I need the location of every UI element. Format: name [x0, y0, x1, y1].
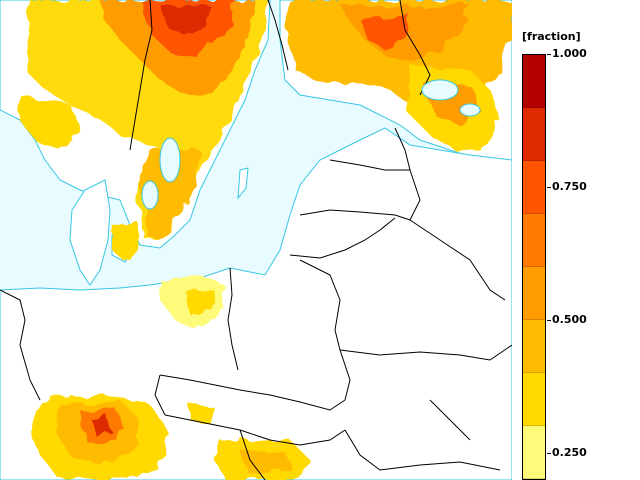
tick-label-1000: 1.000	[552, 47, 587, 60]
country-borders	[0, 0, 512, 480]
colorbar-segment	[523, 426, 545, 479]
border-germany-czech	[154, 374, 166, 416]
colorbar	[522, 54, 546, 480]
colorbar-segment	[523, 214, 545, 267]
border-czech-austria	[164, 414, 241, 431]
colorbar-segment	[523, 108, 545, 161]
legend-title: [fraction]	[522, 30, 581, 43]
border-slovakia-hungary	[239, 429, 346, 446]
land-mainland	[0, 127, 512, 480]
tick-mark	[547, 453, 551, 454]
border-latvia-lithuania	[299, 209, 411, 221]
tick-label-0750: 0.750	[552, 180, 587, 193]
border-belarus-russia	[409, 219, 506, 301]
colorbar-segment	[523, 161, 545, 214]
legend-panel: [fraction] 1.000 0.750 0.500 0.250	[512, 0, 640, 480]
border-estonia-russia	[394, 127, 411, 171]
land-gotland	[237, 167, 249, 200]
border-belarus-ukraine	[339, 344, 512, 361]
colorbar-segment	[523, 267, 545, 320]
fraction-field	[20, 0, 512, 480]
land-denmark	[69, 179, 111, 286]
tick-label-0250: 0.250	[552, 446, 587, 459]
border-poland-czech	[159, 374, 346, 411]
tick-label-0500: 0.500	[552, 313, 587, 326]
border-poland-east	[299, 259, 351, 401]
border-lithuania-belarus	[289, 217, 396, 259]
border-sweden-finland	[267, 0, 289, 71]
border-ukraine-moldova	[429, 399, 471, 441]
border-hungary-south	[239, 429, 266, 480]
lakes	[141, 79, 481, 210]
colorbar-segment	[523, 55, 545, 108]
border-germany-west	[0, 289, 41, 401]
map-panel	[0, 0, 512, 480]
border-estonia-latvia	[329, 159, 410, 171]
tick-mark	[547, 320, 551, 321]
tick-mark	[547, 187, 551, 188]
border-latvia-russia	[409, 169, 421, 221]
border-norway-sweden	[129, 0, 153, 151]
border-romania	[344, 429, 501, 471]
border-finland-russia	[399, 0, 431, 96]
tick-mark	[547, 54, 551, 55]
colorbar-segment	[523, 373, 545, 426]
border-germany-poland	[227, 267, 239, 371]
colorbar-segment	[523, 320, 545, 373]
map-canvas	[0, 0, 512, 480]
